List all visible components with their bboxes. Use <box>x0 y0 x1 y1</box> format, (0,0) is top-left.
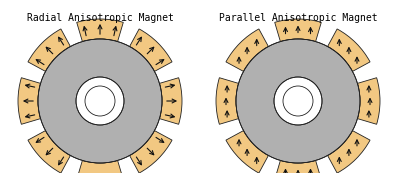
Wedge shape <box>328 29 370 71</box>
Wedge shape <box>216 78 239 124</box>
Wedge shape <box>226 29 268 71</box>
Wedge shape <box>129 131 172 173</box>
Wedge shape <box>38 39 162 163</box>
Wedge shape <box>328 131 370 173</box>
Wedge shape <box>226 131 268 173</box>
Circle shape <box>85 86 115 116</box>
Wedge shape <box>28 131 70 173</box>
Wedge shape <box>129 29 172 71</box>
Wedge shape <box>77 160 123 173</box>
Text: Radial Anisotropic Magnet: Radial Anisotropic Magnet <box>27 13 173 23</box>
Wedge shape <box>18 78 40 124</box>
Circle shape <box>283 86 313 116</box>
Text: Parallel Anisotropic Magnet: Parallel Anisotropic Magnet <box>219 13 377 23</box>
Wedge shape <box>236 39 360 163</box>
Wedge shape <box>77 19 123 42</box>
Wedge shape <box>275 19 321 42</box>
Wedge shape <box>357 78 380 124</box>
Wedge shape <box>275 160 321 173</box>
Wedge shape <box>160 78 182 124</box>
Wedge shape <box>28 29 70 71</box>
